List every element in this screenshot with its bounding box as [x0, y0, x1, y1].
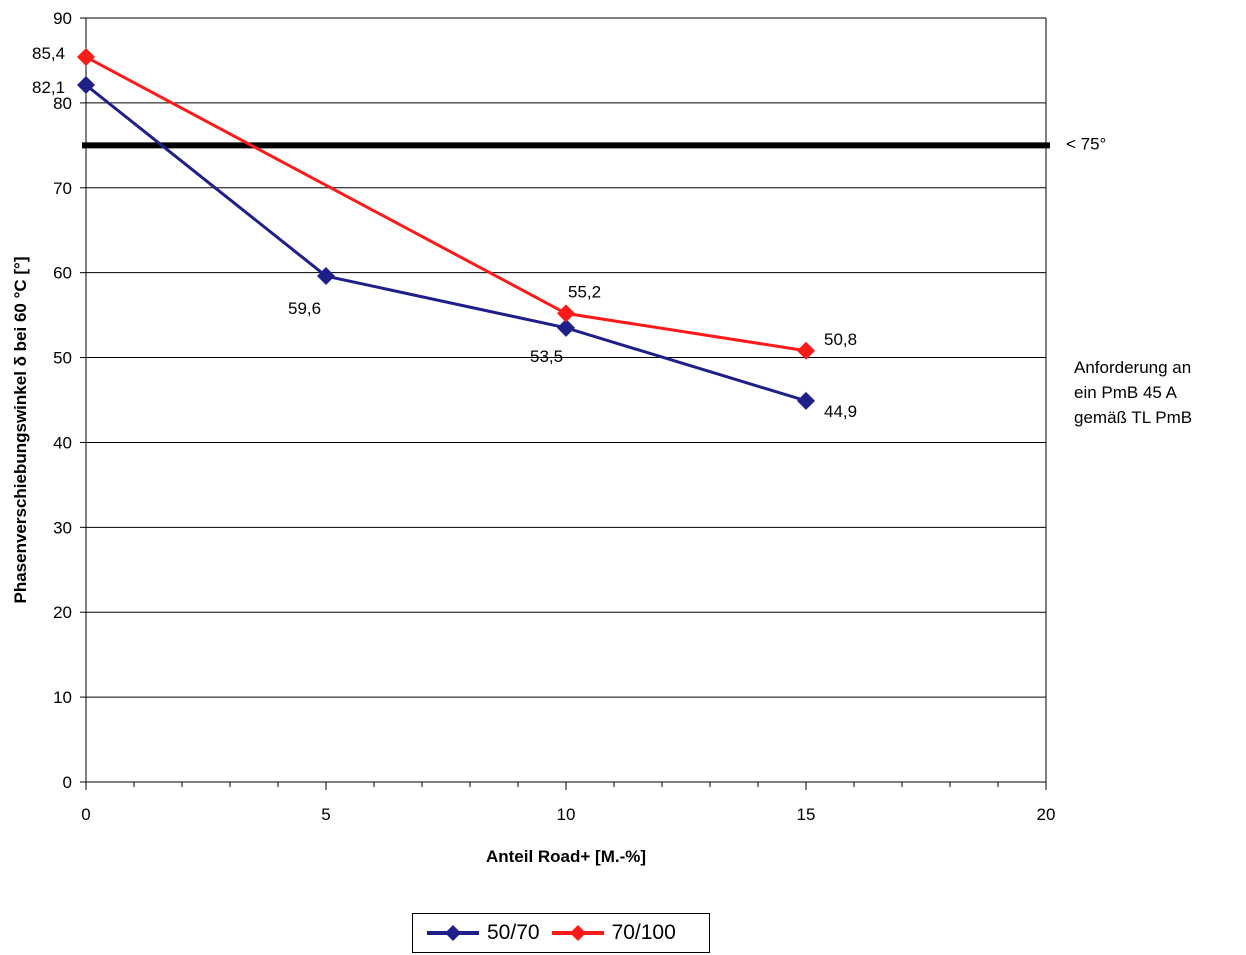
data-label: 55,2: [568, 282, 601, 301]
x-tick-label: 5: [321, 805, 330, 824]
y-tick-label: 80: [53, 94, 72, 113]
threshold-group: < 75°: [82, 134, 1106, 153]
legend-item-70-100: 70/100: [548, 921, 676, 945]
y-tick-label: 30: [53, 518, 72, 537]
legend-item-50-70: 50/70: [423, 921, 540, 945]
data-label: 53,5: [530, 347, 563, 366]
series-line-70-100: [85, 55, 807, 353]
data-label: 44,9: [824, 402, 857, 421]
axes: 0 10 20 30 40 50 60 70 80 90 0 5 10 15 20: [53, 9, 1055, 824]
grid-lines: [86, 17, 1046, 698]
y-tick-label: 90: [53, 9, 72, 28]
requirement-annotation: Anforderung an ein PmB 45 A gemäß TL PmB: [1074, 358, 1196, 427]
data-point-marker: [77, 48, 95, 67]
data-point-marker: [557, 304, 575, 323]
data-label: 85,4: [32, 44, 65, 63]
x-tick-label: 10: [557, 805, 576, 824]
data-point-marker: [797, 341, 815, 360]
y-tick-label: 20: [53, 603, 72, 622]
requirement-annotation-line: gemäß TL PmB: [1074, 408, 1192, 427]
y-tick-label: 50: [53, 349, 72, 368]
requirement-annotation-line: Anforderung an: [1074, 358, 1191, 377]
data-point-marker: [317, 267, 335, 286]
series-line-50-70: [85, 83, 807, 403]
y-tick-label: 0: [63, 773, 72, 792]
legend: 50/70 70/100: [412, 913, 710, 953]
data-point-marker: [797, 391, 815, 410]
x-tick-label: 15: [797, 805, 816, 824]
x-axis-title: Anteil Road+ [M.-%]: [486, 847, 646, 866]
data-label: 82,1: [32, 78, 65, 97]
y-tick-label: 40: [53, 433, 72, 452]
data-point-marker: [77, 76, 95, 95]
y-tick-label: 60: [53, 264, 72, 283]
y-axis-title: Phasenverschiebungswinkel δ bei 60 °C [°…: [11, 256, 30, 603]
legend-swatch-50-70: [427, 925, 479, 941]
data-point-marker: [557, 318, 575, 337]
y-tick-label: 70: [53, 179, 72, 198]
series-group: [77, 48, 815, 410]
threshold-label: < 75°: [1066, 134, 1106, 153]
x-tick-label: 0: [81, 805, 90, 824]
legend-swatch-70-100: [551, 925, 604, 941]
x-tick-label: 20: [1037, 805, 1056, 824]
y-tick-label: 10: [53, 688, 72, 707]
data-label: 59,6: [288, 299, 321, 318]
data-labels: 82,1 59,6 53,5 44,9 85,4 55,2 50,8: [32, 44, 857, 421]
requirement-annotation-line: ein PmB 45 A: [1074, 383, 1178, 402]
legend-label: 70/100: [611, 921, 676, 944]
legend-label: 50/70: [487, 921, 540, 944]
data-label: 50,8: [824, 330, 857, 349]
